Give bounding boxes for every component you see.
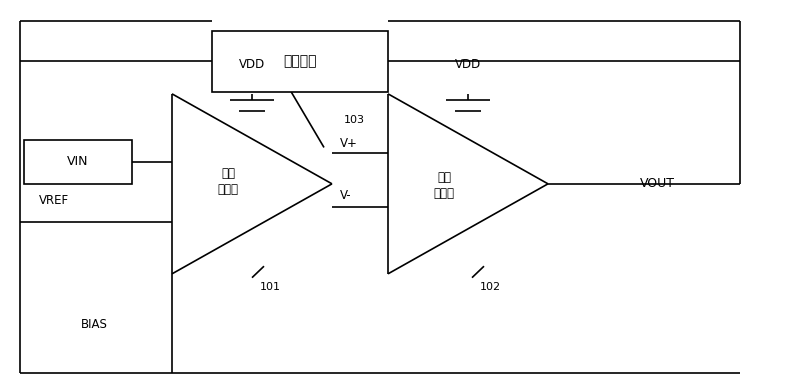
Text: 运算
放大器: 运算 放大器 — [434, 171, 454, 200]
Text: VIN: VIN — [67, 155, 89, 168]
Text: 电平
位移器: 电平 位移器 — [218, 167, 238, 196]
Text: 反馈网络: 反馈网络 — [283, 54, 317, 68]
Text: VREF: VREF — [39, 194, 70, 207]
Text: V+: V+ — [340, 137, 358, 150]
Text: 101: 101 — [260, 282, 281, 291]
Text: 102: 102 — [480, 282, 501, 291]
Text: VDD: VDD — [239, 58, 265, 71]
Bar — [212, 31, 388, 92]
Bar — [24, 140, 132, 184]
Text: V-: V- — [340, 189, 352, 202]
Text: VDD: VDD — [455, 58, 481, 71]
Text: 103: 103 — [344, 115, 365, 125]
Text: VOUT: VOUT — [640, 177, 675, 190]
Text: BIAS: BIAS — [81, 318, 108, 331]
